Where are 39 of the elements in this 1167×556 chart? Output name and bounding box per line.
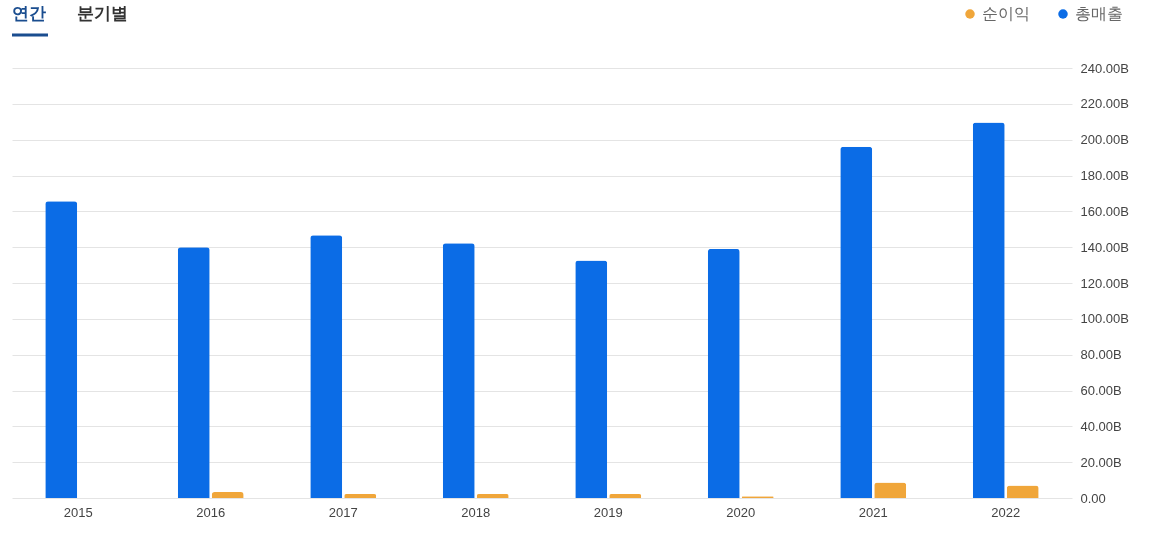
bar (707, 248, 740, 498)
x-tick-label: 2020 (726, 504, 756, 520)
y-tick-label: 20.00B (1080, 454, 1122, 470)
y-tick-label: 240.00B (1080, 60, 1129, 76)
bar (344, 494, 377, 498)
x-tick-label: 2022 (991, 504, 1021, 520)
x-tick-label: 2019 (593, 504, 623, 520)
y-tick-label: 120.00B (1080, 275, 1129, 291)
y-tick-label: 80.00B (1080, 347, 1122, 363)
bar (211, 492, 244, 498)
y-tick-label: 100.00B (1080, 311, 1129, 327)
legend-label: 총매출 (1075, 5, 1123, 22)
bar (45, 201, 78, 498)
y-tick-label: 0.00 (1080, 490, 1106, 506)
x-tick-label: 2015 (63, 504, 93, 520)
bar (575, 260, 608, 498)
text: 연간 (12, 4, 46, 23)
y-tick-label: 60.00B (1080, 383, 1122, 398)
bar (1006, 485, 1039, 498)
bar (972, 122, 1005, 498)
y-tick-label: 140.00B (1080, 239, 1129, 255)
bar (476, 494, 509, 498)
x-tick-label: 2017 (328, 504, 358, 520)
bar (609, 494, 642, 498)
bar (177, 247, 210, 498)
x-tick-label: 2018 (461, 504, 491, 520)
y-tick-label: 160.00B (1080, 203, 1129, 219)
bar (310, 235, 343, 498)
y-tick-label: 220.00B (1080, 96, 1129, 112)
text: 분기별 (77, 4, 128, 23)
y-tick-label: 180.00B (1080, 168, 1129, 183)
bar (442, 243, 475, 498)
legend-label: 순이익 (982, 5, 1030, 22)
x-tick-label: 2021 (858, 504, 888, 520)
y-tick-label: 200.00B (1080, 132, 1129, 148)
x-tick-label: 2016 (196, 504, 226, 520)
bar (874, 482, 907, 498)
bar (840, 146, 873, 498)
y-tick-label: 40.00B (1080, 418, 1122, 434)
